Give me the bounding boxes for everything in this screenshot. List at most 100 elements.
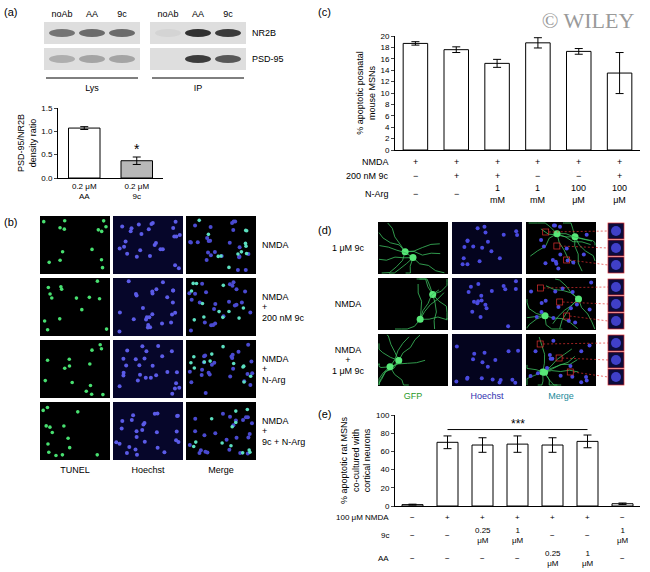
svg-text:40: 40 [380,465,389,474]
svg-text:14: 14 [380,66,389,75]
svg-text:Hoechst: Hoechst [470,391,504,401]
svg-text:−: − [535,171,540,181]
svg-text:1.0: 1.0 [41,127,53,136]
svg-text:+: + [617,157,622,167]
svg-text:1mM: 1mM [490,183,505,205]
svg-text:10: 10 [380,89,389,98]
svg-text:60: 60 [380,447,389,456]
svg-text:18: 18 [380,43,389,52]
svg-text:(a): (a) [4,6,17,18]
svg-text:+: + [454,171,459,181]
svg-text:−: − [585,531,590,540]
svg-text:0.2 μMAA: 0.2 μMAA [72,182,97,201]
svg-text:+: + [445,513,450,522]
svg-text:© WILEY: © WILEY [542,8,635,33]
svg-text:% apoptotic posnatalmouse MSNs: % apoptotic posnatalmouse MSNs [355,51,377,135]
svg-text:8: 8 [385,100,390,109]
svg-text:NMDA: NMDA [262,240,289,250]
svg-text:12: 12 [380,77,389,86]
svg-text:*: * [134,141,140,157]
svg-text:200 nM 9c: 200 nM 9c [346,171,389,181]
svg-text:100 μM NMDA: 100 μM NMDA [336,513,389,522]
svg-text:−: − [413,189,418,199]
svg-text:***: *** [511,417,525,431]
svg-text:NMDA+1 μM 9c: NMDA+1 μM 9c [332,345,365,376]
svg-text:0.5: 0.5 [41,150,53,159]
svg-text:Hoechst: Hoechst [131,465,165,475]
svg-text:1μM: 1μM [582,549,594,568]
svg-text:AA: AA [192,9,204,19]
svg-text:% apoptotic rat MSNsco-culture: % apoptotic rat MSNsco-cultured withcort… [339,416,372,504]
svg-text:1μM: 1μM [617,526,629,545]
svg-text:PSD-95: PSD-95 [252,54,284,64]
svg-text:Lys: Lys [85,83,99,93]
svg-text:9c: 9c [223,9,233,19]
svg-text:100: 100 [376,411,390,420]
svg-text:NMDA+9c + N-Arg: NMDA+9c + N-Arg [262,416,305,447]
svg-text:1 μM 9c: 1 μM 9c [332,243,365,253]
svg-text:0: 0 [385,502,390,511]
svg-text:4: 4 [385,123,390,132]
svg-text:−: − [410,513,415,522]
svg-text:20: 20 [380,32,389,41]
svg-text:Merge: Merge [548,391,574,401]
svg-text:6: 6 [385,112,390,121]
svg-text:0.0: 0.0 [41,174,53,183]
svg-text:noAb: noAb [51,9,72,19]
svg-text:80: 80 [380,429,389,438]
svg-text:+: + [413,157,418,167]
svg-text:9c: 9c [117,9,127,19]
svg-text:NMDA: NMDA [335,299,362,309]
svg-text:NR2B: NR2B [252,28,276,38]
svg-text:−: − [445,531,450,540]
svg-text:−: − [550,531,555,540]
svg-text:AA: AA [86,9,98,19]
svg-text:1mM: 1mM [530,183,545,205]
svg-text:Merge: Merge [208,465,234,475]
svg-text:GFP: GFP [404,391,423,401]
svg-text:−: − [620,554,625,563]
svg-text:2: 2 [385,134,390,143]
svg-text:0.25μM: 0.25μM [545,549,561,568]
svg-text:1μM: 1μM [512,526,524,545]
svg-text:+: + [454,157,459,167]
svg-text:NMDA: NMDA [362,157,389,167]
svg-text:0: 0 [385,146,390,155]
svg-text:AA: AA [378,554,389,563]
svg-text:TUNEL: TUNEL [60,465,90,475]
svg-text:IP: IP [194,83,203,93]
svg-text:+: + [480,513,485,522]
svg-text:(d): (d) [318,224,331,236]
svg-text:(c): (c) [318,6,331,18]
svg-text:PSD-95/NR2Bdensity ratio: PSD-95/NR2Bdensity ratio [16,114,38,172]
svg-text:+: + [495,157,500,167]
svg-text:−: − [620,513,625,522]
svg-text:1.5: 1.5 [41,104,53,113]
svg-text:+: + [535,157,540,167]
svg-text:100μM: 100μM [571,183,586,205]
svg-text:+: + [617,171,622,181]
svg-text:+: + [576,157,581,167]
svg-text:−: − [410,554,415,563]
svg-text:+: + [585,513,590,522]
svg-text:−: − [576,171,581,181]
svg-text:−: − [454,189,459,199]
svg-text:20: 20 [380,484,389,493]
svg-text:+: + [495,171,500,181]
svg-text:(b): (b) [4,216,17,228]
svg-text:9c: 9c [381,531,389,540]
svg-text:0.25μM: 0.25μM [475,526,491,545]
svg-text:+: + [550,513,555,522]
svg-text:−: − [410,531,415,540]
svg-text:NMDA+N-Arg: NMDA+N-Arg [262,354,289,385]
svg-text:N-Arg: N-Arg [365,189,389,199]
svg-text:−: − [480,554,485,563]
svg-text:−: − [515,554,520,563]
svg-text:0.2 μM9c: 0.2 μM9c [124,182,149,201]
svg-text:16: 16 [380,55,389,64]
svg-text:+: + [515,513,520,522]
svg-text:−: − [445,554,450,563]
svg-text:noAb: noAb [157,9,178,19]
svg-text:NMDA+200 nM 9c: NMDA+200 nM 9c [262,292,305,323]
svg-text:−: − [413,171,418,181]
